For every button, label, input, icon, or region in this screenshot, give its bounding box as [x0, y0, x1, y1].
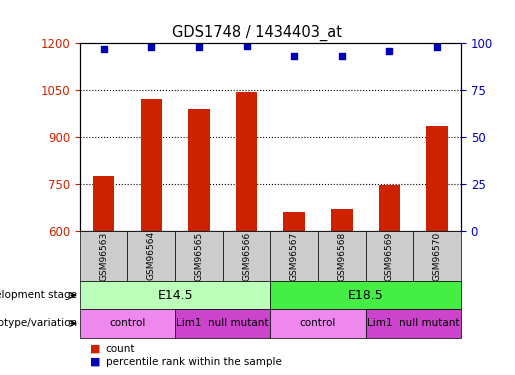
Text: GSM96565: GSM96565: [195, 231, 203, 280]
Bar: [128, 231, 175, 281]
Text: ■: ■: [90, 344, 100, 354]
Bar: [222, 231, 270, 281]
Point: [290, 53, 298, 59]
Text: Lim1  null mutant: Lim1 null mutant: [367, 318, 459, 328]
Bar: [366, 309, 461, 338]
Bar: [426, 126, 448, 231]
Text: control: control: [109, 318, 146, 328]
Bar: [379, 185, 400, 231]
Text: GSM96567: GSM96567: [290, 231, 299, 280]
Bar: [366, 231, 413, 281]
Text: GSM96570: GSM96570: [433, 231, 441, 280]
Text: GSM96569: GSM96569: [385, 231, 394, 280]
Bar: [175, 309, 270, 338]
Point: [433, 44, 441, 50]
Point: [147, 44, 156, 50]
Bar: [270, 231, 318, 281]
Bar: [141, 99, 162, 231]
Bar: [80, 309, 175, 338]
Bar: [236, 92, 258, 231]
Text: control: control: [300, 318, 336, 328]
Bar: [80, 231, 128, 281]
Text: Lim1  null mutant: Lim1 null mutant: [177, 318, 269, 328]
Bar: [270, 309, 366, 338]
Bar: [318, 231, 366, 281]
Bar: [270, 281, 461, 309]
Bar: [331, 209, 353, 231]
Bar: [93, 176, 114, 231]
Point: [99, 46, 108, 52]
Text: GSM96563: GSM96563: [99, 231, 108, 280]
Text: E14.5: E14.5: [157, 289, 193, 302]
Text: ■: ■: [90, 357, 100, 367]
Point: [385, 48, 393, 54]
Text: GDS1748 / 1434403_at: GDS1748 / 1434403_at: [173, 24, 342, 40]
Bar: [80, 281, 270, 309]
Point: [243, 43, 251, 49]
Text: GSM96566: GSM96566: [242, 231, 251, 280]
Text: percentile rank within the sample: percentile rank within the sample: [106, 357, 282, 367]
Bar: [413, 231, 461, 281]
Text: E18.5: E18.5: [348, 289, 384, 302]
Point: [338, 53, 346, 59]
Text: GSM96564: GSM96564: [147, 231, 156, 280]
Point: [195, 44, 203, 50]
Text: genotype/variation: genotype/variation: [0, 318, 77, 328]
Bar: [188, 109, 210, 231]
Text: GSM96568: GSM96568: [337, 231, 346, 280]
Bar: [283, 212, 305, 231]
Text: count: count: [106, 344, 135, 354]
Bar: [175, 231, 222, 281]
Text: development stage: development stage: [0, 290, 77, 300]
